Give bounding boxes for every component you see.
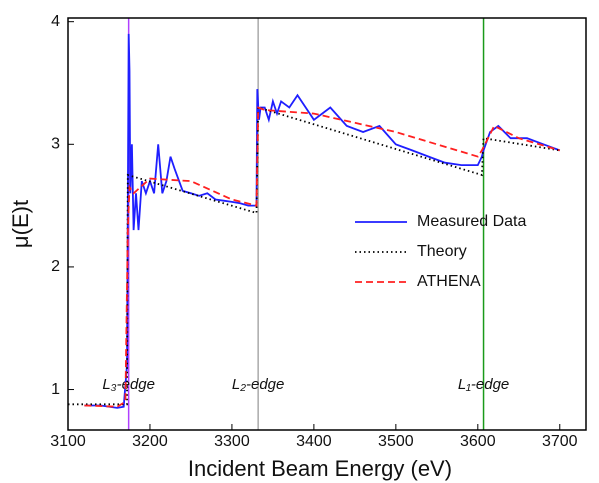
edge-label: L₂-edge <box>232 376 284 393</box>
series-line <box>84 106 561 408</box>
y-tick-label: 4 <box>51 13 60 30</box>
y-axis-title: μ(E)t <box>8 200 33 248</box>
legend-label: Theory <box>417 243 467 260</box>
plot-frame <box>67 17 587 431</box>
x-tick-label: 3100 <box>50 433 86 450</box>
legend-label: ATHENA <box>417 273 481 290</box>
x-tick-label: 3200 <box>132 433 168 450</box>
edge-label: L₃-edge <box>102 376 155 393</box>
x-tick-label: 3700 <box>542 433 578 450</box>
legend-label: Measured Data <box>417 213 526 230</box>
x-tick-label: 3400 <box>296 433 332 450</box>
x-tick-label: 3300 <box>214 433 250 450</box>
x-tick-label: 3500 <box>378 433 414 450</box>
y-tick-label: 2 <box>51 258 60 275</box>
y-tick-label: 3 <box>51 136 60 153</box>
x-axis-title: Incident Beam Energy (eV) <box>188 456 452 481</box>
edge-label: L₁-edge <box>458 376 509 393</box>
x-tick-label: 3600 <box>460 433 496 450</box>
series-line <box>68 106 560 406</box>
y-tick-label: 1 <box>51 381 60 398</box>
